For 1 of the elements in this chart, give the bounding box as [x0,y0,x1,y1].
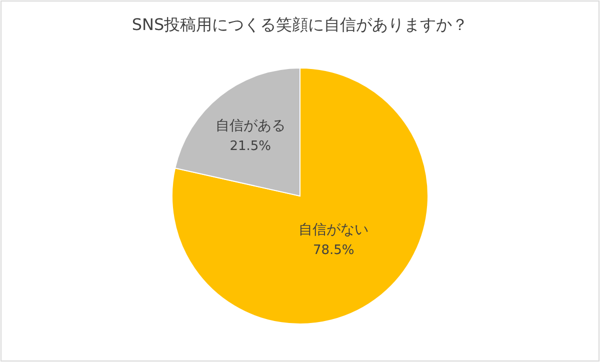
title: SNS投稿用につくる笑顔に自信がありますか？ [132,15,468,34]
